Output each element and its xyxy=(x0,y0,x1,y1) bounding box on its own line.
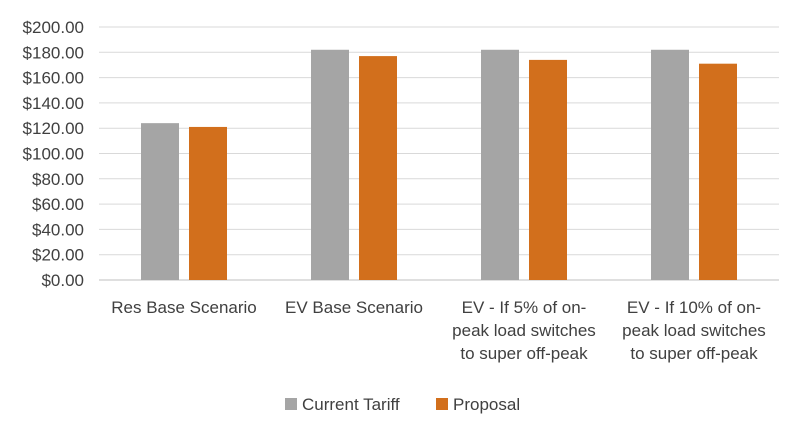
y-tick-label: $0.00 xyxy=(41,271,84,290)
y-tick-label: $180.00 xyxy=(23,43,84,62)
y-tick-label: $60.00 xyxy=(32,195,84,214)
legend-swatch xyxy=(285,398,297,410)
y-axis-ticks: $0.00 $20.00 $40.00 $60.00 $80.00 $100.00 $120… xyxy=(23,18,84,290)
y-tick-label: $40.00 xyxy=(32,220,84,239)
bar-current-tariff xyxy=(311,49,349,280)
x-category-label: peak load switches xyxy=(452,321,596,340)
bar-proposal xyxy=(699,63,737,281)
x-category-label: EV Base Scenario xyxy=(285,298,423,317)
bar-current-tariff xyxy=(651,49,689,280)
x-category-label: peak load switches xyxy=(622,321,766,340)
y-tick-label: $20.00 xyxy=(32,246,84,265)
x-category-label: to super off-peak xyxy=(630,344,758,363)
y-tick-label: $200.00 xyxy=(23,18,84,37)
bar-current-tariff xyxy=(481,49,519,280)
y-tick-label: $140.00 xyxy=(23,94,84,113)
legend-label: Proposal xyxy=(453,395,520,414)
y-tick-label: $160.00 xyxy=(23,69,84,88)
bars xyxy=(141,49,737,281)
x-axis-categories: Res Base Scenario EV Base Scenario EV - If… xyxy=(111,298,766,363)
y-tick-label: $100.00 xyxy=(23,145,84,164)
y-tick-label: $80.00 xyxy=(32,170,84,189)
legend: Current Tariff Proposal xyxy=(285,395,520,414)
bar-proposal xyxy=(529,59,567,280)
legend-label: Current Tariff xyxy=(302,395,400,414)
bar-current-tariff xyxy=(141,123,179,280)
x-category-label: EV - If 10% of on- xyxy=(627,298,761,317)
legend-swatch xyxy=(436,398,448,410)
x-category-label: EV - If 5% of on- xyxy=(462,298,587,317)
y-tick-label: $120.00 xyxy=(23,119,84,138)
bar-proposal xyxy=(189,126,227,280)
x-category-label: Res Base Scenario xyxy=(111,298,257,317)
bar-proposal xyxy=(359,56,397,280)
x-category-label: to super off-peak xyxy=(460,344,588,363)
